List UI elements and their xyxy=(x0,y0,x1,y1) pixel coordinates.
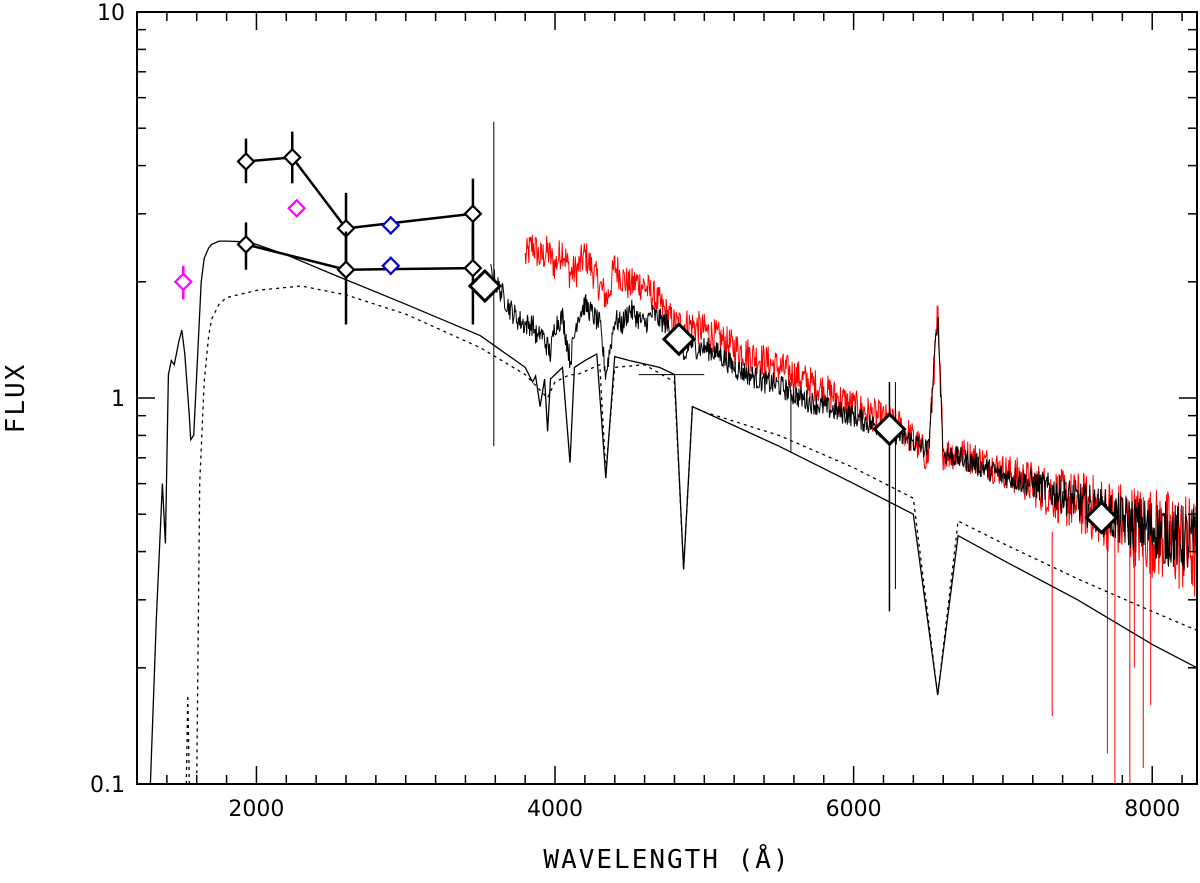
y-tick-label: 0.1 xyxy=(90,773,125,798)
photometry-black-upper-line xyxy=(245,156,474,230)
model-solid-line xyxy=(149,240,1198,785)
y-axis-title: FLUX xyxy=(1,363,31,434)
photometry-black-lower-line xyxy=(245,243,473,271)
x-tick-label: 4000 xyxy=(527,797,583,822)
ticks-layer xyxy=(137,11,1197,785)
photometry-magenta-point xyxy=(173,272,193,292)
photometry-blue-point xyxy=(381,256,401,276)
photometry-black-lower-point xyxy=(236,234,256,254)
photometry-black-large-point xyxy=(872,412,907,447)
model-dotted-line xyxy=(185,285,1198,785)
plot-frame xyxy=(136,11,1198,785)
series-layer xyxy=(149,121,1198,785)
photometry-black-large-point xyxy=(1084,500,1119,535)
photometry-black-large-point xyxy=(661,322,697,357)
spectrum-black-line xyxy=(490,264,1198,571)
spectrum-red-line xyxy=(524,234,1198,597)
marker-layer xyxy=(173,131,1119,612)
x-tick-label: 8000 xyxy=(1124,797,1180,822)
x-axis-title: WAVELENGTH (Å) xyxy=(543,843,790,875)
x-tick-label: 2000 xyxy=(228,797,284,822)
photometry-black-upper-point xyxy=(236,151,256,172)
x-tick-label: 6000 xyxy=(826,797,882,822)
photometry-magenta-point xyxy=(287,198,307,218)
tick-labels-layer: 2000 4000 6000 8000 0.1 1 10 xyxy=(90,1,1180,822)
photometry-black-upper-point xyxy=(463,204,483,224)
y-tick-label: 10 xyxy=(97,1,125,26)
photometry-black-large-point xyxy=(467,268,503,304)
photometry-black-upper-point xyxy=(282,147,302,167)
photometry-black-lower-point xyxy=(336,260,356,280)
photometry-black-lower-point xyxy=(463,258,483,278)
photometry-blue-point xyxy=(381,215,401,235)
y-tick-label: 1 xyxy=(111,387,125,412)
